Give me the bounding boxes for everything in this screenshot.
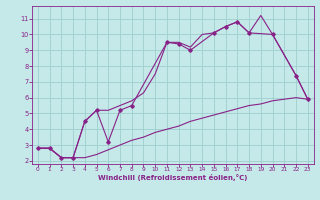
X-axis label: Windchill (Refroidissement éolien,°C): Windchill (Refroidissement éolien,°C) xyxy=(98,174,247,181)
